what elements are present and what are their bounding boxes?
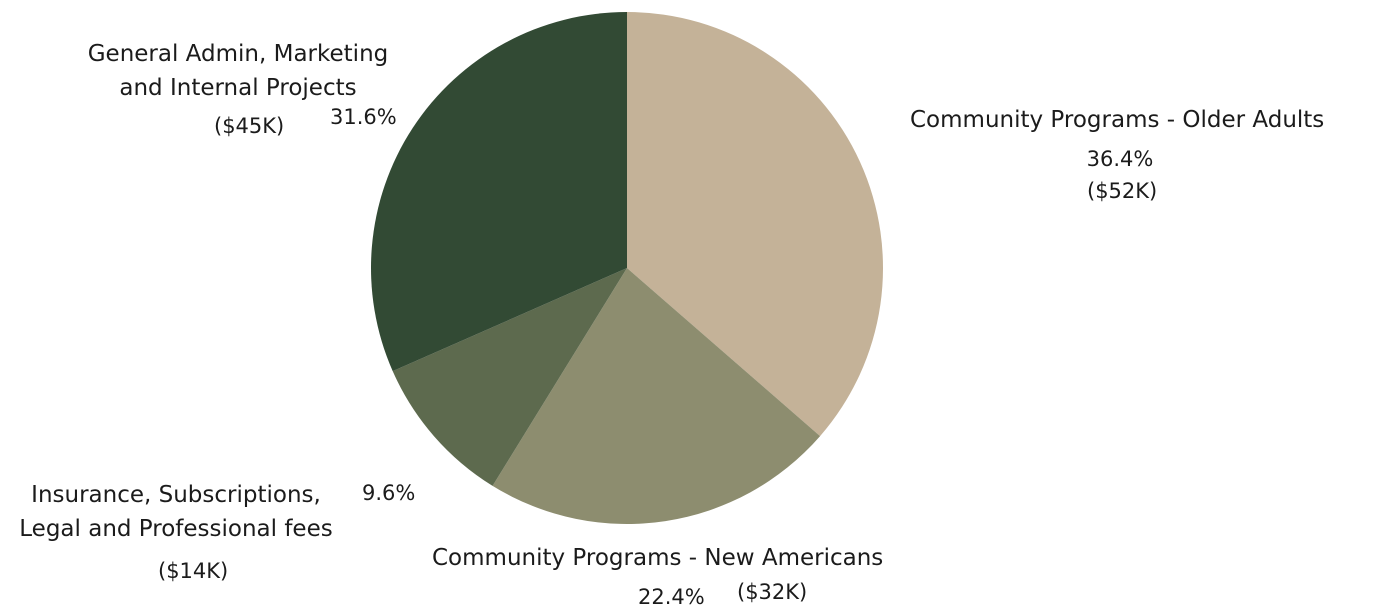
slice-label-general-admin-line-2: and Internal Projects — [119, 75, 357, 101]
slice-label-insurance-line-2: Legal and Professional fees — [19, 516, 333, 542]
pie-slice-insurance — [392, 268, 627, 486]
slice-percent-older-adults: 36.4% — [1086, 147, 1154, 171]
slice-percent-insurance: 9.6% — [362, 481, 416, 505]
pie-slice-older-adults — [627, 12, 884, 437]
slice-amount-insurance: ($14K) — [158, 559, 229, 583]
slice-amount-older-adults: ($52K) — [1087, 179, 1158, 203]
pie-slice-general-admin — [371, 12, 627, 372]
slice-label-older-adults: Community Programs - Older Adults — [910, 107, 1325, 133]
slice-label-insurance-line-1: Insurance, Subscriptions, — [31, 482, 321, 508]
slice-label-general-admin-line-1: General Admin, Marketing — [87, 41, 389, 67]
slice-percent-new-americans: 22.4% — [638, 585, 705, 609]
slice-percent-general-admin: 31.6% — [330, 105, 397, 129]
slice-label-new-americans: Community Programs - New Americans — [432, 545, 884, 571]
pie-slice-new-americans — [492, 268, 821, 524]
slice-amount-general-admin: ($45K) — [214, 114, 285, 138]
pie-slices — [371, 12, 884, 524]
slice-amount-new-americans: ($32K) — [737, 580, 808, 604]
